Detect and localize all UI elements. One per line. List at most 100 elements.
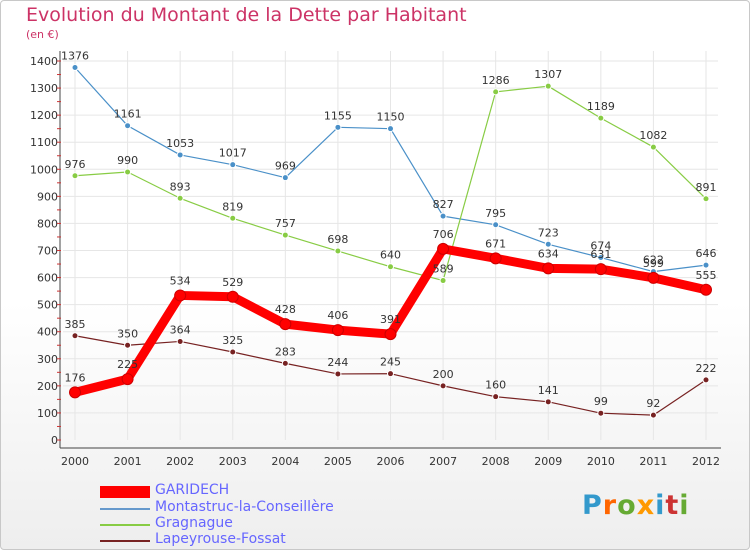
data-point	[649, 411, 657, 419]
data-point	[384, 328, 397, 341]
data-point	[439, 277, 447, 285]
data-label: 99	[594, 395, 608, 408]
data-point	[121, 373, 134, 386]
data-label: 283	[275, 345, 296, 358]
data-label: 1376	[61, 49, 89, 62]
x-tick-label: 2009	[534, 455, 562, 468]
legend-label: GARIDECH	[155, 482, 230, 498]
x-tick-label: 2007	[429, 455, 457, 468]
series-group	[69, 63, 712, 419]
data-label: 529	[222, 276, 243, 289]
data-label: 893	[170, 180, 191, 193]
y-tick-label: 100	[37, 407, 58, 420]
data-point	[176, 194, 184, 202]
data-label: 141	[538, 384, 559, 397]
legend-item-gragnague: Gragnague	[100, 515, 400, 532]
data-label: 976	[65, 158, 86, 171]
data-label: 244	[327, 356, 348, 369]
data-label: 1155	[324, 109, 352, 122]
data-point	[279, 318, 292, 331]
data-label: 1189	[587, 100, 615, 113]
data-point	[489, 252, 502, 265]
grid	[63, 51, 718, 440]
data-label: 245	[380, 356, 401, 369]
data-point	[437, 242, 450, 255]
y-tick-label: 200	[37, 380, 58, 393]
data-point	[544, 398, 552, 406]
data-point	[492, 88, 500, 96]
data-point	[226, 290, 239, 303]
y-tick-label: 1200	[30, 109, 58, 122]
legend-swatch	[100, 508, 150, 510]
data-point	[544, 240, 552, 248]
logo-letter: t	[665, 490, 680, 521]
data-label: 969	[275, 160, 296, 173]
y-tick-label: 800	[37, 217, 58, 230]
data-label: 391	[380, 313, 401, 326]
data-point	[702, 376, 710, 384]
data-point	[229, 161, 237, 169]
data-label: 706	[433, 228, 454, 241]
data-point	[492, 221, 500, 229]
data-label: 622	[643, 254, 664, 267]
data-point	[69, 386, 81, 399]
line-chart: 0 100 200 300 400 500 600 700 800 900 1000 1100 1200…	[30, 49, 721, 468]
data-label: 92	[646, 397, 660, 410]
x-tick-label: 2001	[114, 455, 142, 468]
legend-item-garidech: GARIDECH	[100, 482, 400, 499]
legend-label: Gragnague	[155, 515, 233, 531]
data-label: 1053	[166, 137, 194, 150]
data-point	[387, 263, 394, 271]
data-point	[597, 114, 605, 122]
data-point	[71, 63, 79, 71]
logo-letter: o	[617, 490, 637, 521]
data-point	[597, 254, 605, 262]
data-label: 1082	[639, 129, 667, 142]
data-point	[439, 382, 447, 390]
legend-label: Montastruc-la-Conseillère	[155, 499, 334, 515]
legend-swatch	[100, 540, 150, 542]
data-label: 891	[696, 181, 717, 194]
legend-swatch	[100, 486, 150, 498]
data-label: 1150	[377, 111, 405, 124]
data-point	[649, 143, 657, 151]
data-label: 674	[590, 240, 611, 253]
data-point	[702, 195, 710, 203]
data-label: 634	[538, 247, 559, 260]
x-tick-label: 2002	[166, 455, 194, 468]
x-tick-label: 2000	[61, 455, 89, 468]
logo-letter: P	[582, 490, 603, 521]
data-point	[229, 348, 237, 356]
data-label: 646	[696, 247, 717, 260]
data-label: 723	[538, 226, 559, 239]
data-label: 160	[485, 379, 506, 392]
x-tick-label: 2008	[482, 455, 510, 468]
proxiti-logo: Proxiti	[582, 490, 690, 521]
data-label: 200	[433, 368, 454, 381]
data-point	[700, 283, 712, 296]
data-point	[594, 263, 607, 276]
y-tick-label: 400	[37, 326, 58, 339]
data-point	[71, 172, 79, 180]
data-label: 589	[433, 263, 454, 276]
axes: 0 100 200 300 400 500 600 700 800 900 1000 1100 1200…	[30, 51, 721, 468]
data-point	[544, 82, 552, 90]
data-label: 1161	[114, 108, 142, 121]
data-label: 990	[117, 154, 138, 167]
data-point	[387, 125, 394, 133]
y-tick-label: 1100	[30, 136, 58, 149]
data-point	[647, 271, 660, 284]
data-point	[597, 409, 605, 417]
data-label: 757	[275, 217, 296, 230]
x-tick-label: 2011	[639, 455, 667, 468]
data-label: 698	[327, 233, 348, 246]
data-label: 671	[485, 237, 506, 250]
data-label: 222	[696, 362, 717, 375]
data-point	[334, 370, 342, 378]
data-point	[492, 393, 500, 401]
data-point	[334, 247, 342, 255]
data-label: 325	[222, 334, 243, 347]
data-point	[542, 262, 555, 275]
logo-letter: i	[679, 490, 690, 521]
data-point	[176, 151, 184, 159]
